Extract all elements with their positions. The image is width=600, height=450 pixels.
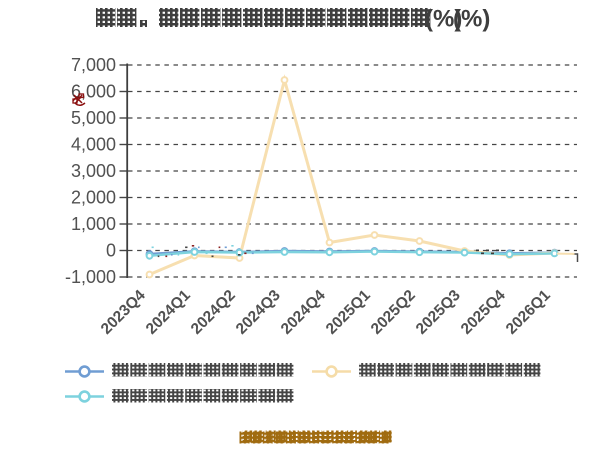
svg-text:4,000: 4,000 [71, 135, 116, 155]
svg-text:2,000: 2,000 [71, 188, 116, 208]
svg-text:2025Q1: 2025Q1 [323, 287, 374, 338]
svg-text:(%): (%) [425, 6, 462, 33]
svg-text:2026Q1: 2026Q1 [503, 287, 554, 338]
svg-text:2024Q3: 2024Q3 [233, 287, 284, 338]
svg-text:-1,000: -1,000 [65, 267, 116, 287]
svg-text:2025Q4: 2025Q4 [458, 287, 509, 338]
svg-text:1,000: 1,000 [71, 214, 116, 234]
svg-text:2025Q3: 2025Q3 [413, 287, 464, 338]
svg-text:0: 0 [106, 241, 116, 261]
svg-text:2024Q1: 2024Q1 [143, 287, 194, 338]
svg-text:6,000: 6,000 [71, 82, 116, 102]
svg-text:2024Q2: 2024Q2 [188, 287, 239, 338]
svg-text:(%): (%) [453, 6, 490, 33]
svg-text:5,000: 5,000 [71, 108, 116, 128]
svg-text:2024Q4: 2024Q4 [278, 287, 329, 338]
svg-text:7,000: 7,000 [71, 55, 116, 75]
svg-text:3,000: 3,000 [71, 161, 116, 181]
svg-text:2025Q2: 2025Q2 [368, 287, 419, 338]
svg-text:2023Q4: 2023Q4 [98, 287, 149, 338]
